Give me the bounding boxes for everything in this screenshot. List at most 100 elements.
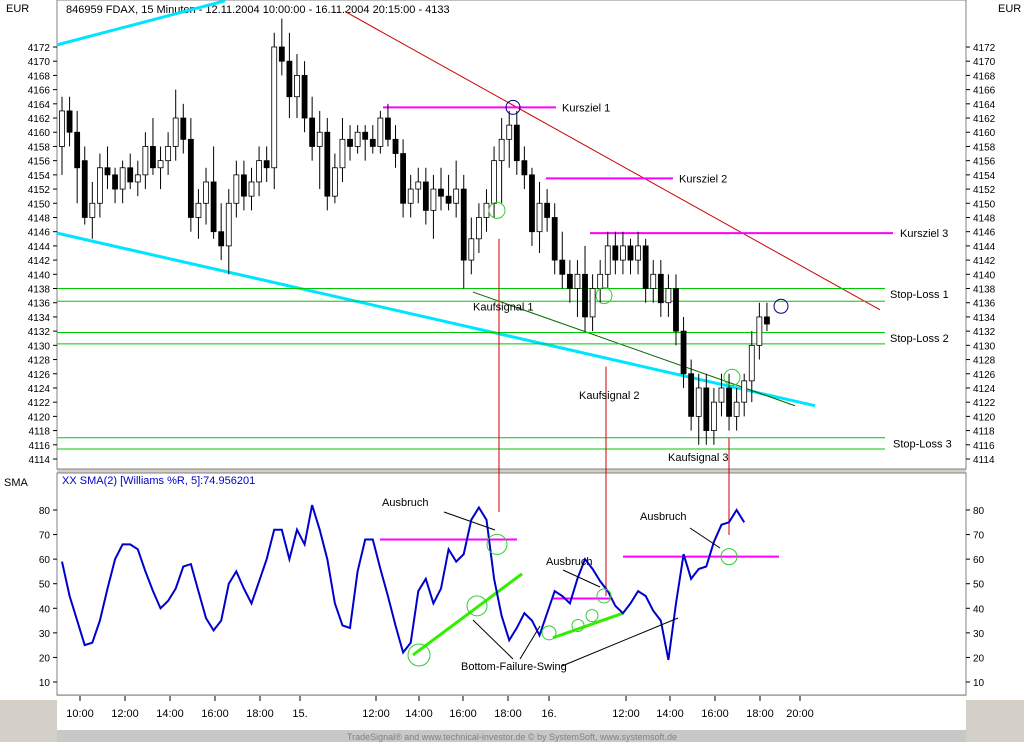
x-tick-label: 16:00	[449, 708, 477, 720]
indicator-signal-circle	[407, 643, 431, 667]
y-tick-label-right: 4152	[973, 185, 996, 196]
candle-body	[718, 387, 725, 403]
signal-circle	[595, 287, 613, 305]
right-axis-strip	[966, 0, 1024, 700]
candle-body	[438, 188, 444, 197]
y-tick-label-right: 4132	[973, 327, 996, 338]
left-axis-strip	[0, 0, 57, 700]
x-tick-label: 16.	[541, 708, 556, 720]
candle-body	[66, 110, 73, 133]
candle-body	[377, 117, 384, 147]
candle-body	[172, 117, 179, 147]
support-trendline-2	[552, 611, 624, 640]
y-tick-label-left: 4154	[28, 171, 51, 182]
y-tick-label-left: 4170	[28, 57, 51, 68]
candle-body	[203, 181, 209, 204]
y-tick-label-right: 4138	[973, 285, 996, 296]
candle-body	[627, 245, 634, 261]
x-tick-label: 15.	[292, 708, 307, 720]
candle-body	[657, 273, 664, 304]
x-tick-label: 20:00	[786, 708, 814, 720]
candle-body	[445, 195, 452, 204]
y-tick-label-right: 4118	[973, 427, 995, 438]
candle-body	[748, 344, 755, 382]
ind-y-tick-label-left: 40	[39, 604, 51, 615]
y-tick-label-right: 4126	[973, 370, 996, 381]
red-resistance-trendline	[344, 11, 881, 311]
signal-circle	[723, 368, 741, 386]
candle-body	[316, 131, 323, 147]
candle-body	[733, 401, 740, 417]
y-tick-label-left: 4152	[28, 185, 51, 196]
candle-body	[650, 273, 657, 289]
y-tick-label-left: 4144	[28, 242, 51, 253]
indicator-annotation-label: Ausbruch	[382, 497, 428, 509]
candle-body	[339, 138, 346, 169]
y-tick-label-right: 4156	[973, 157, 996, 168]
candle-body	[491, 160, 497, 204]
y-tick-label-right: 4158	[973, 142, 996, 153]
candle-body	[278, 46, 285, 62]
y-tick-label-left: 4124	[28, 384, 51, 395]
candle-body	[97, 167, 103, 204]
indicator-signal-circle	[585, 609, 599, 623]
candle-body	[764, 316, 770, 325]
y-tick-label-right: 4114	[973, 455, 995, 466]
price-annotation-label: Kursziel 2	[679, 173, 727, 185]
resistance-circle	[505, 99, 521, 115]
candle-body	[400, 153, 407, 204]
candle-body	[574, 273, 581, 289]
indicator-signal-circle	[720, 548, 738, 566]
footer-copyright: TradeSignal® and www.technical-investor.…	[347, 732, 677, 742]
candle-body	[263, 160, 270, 169]
candle-body	[301, 75, 308, 119]
price-annotation-label: Kursziel 1	[562, 102, 610, 114]
y-tick-label-left: 4146	[28, 228, 51, 239]
x-tick-label: 10:00	[66, 708, 94, 720]
candle-body	[506, 124, 513, 140]
ind-y-tick-label-right: 80	[973, 506, 985, 517]
indicator-signal-circle	[466, 595, 488, 617]
candle-body	[248, 181, 255, 197]
williams-r-sma-line	[61, 504, 746, 661]
price-annotation-label: Kaufsignal 1	[473, 301, 534, 313]
y-tick-label-left: 4134	[28, 313, 51, 324]
y-tick-label-right: 4116	[973, 441, 995, 452]
ind-y-tick-label-right: 50	[973, 580, 985, 591]
candle-body	[741, 380, 748, 403]
candle-body	[460, 188, 467, 261]
candle-body	[688, 373, 695, 417]
candle-body	[309, 117, 316, 147]
candle-body	[620, 245, 626, 261]
candle-body	[59, 110, 65, 147]
candle-body	[756, 316, 763, 346]
indicator-annotation-label: Ausbruch	[640, 511, 686, 523]
candle-body	[127, 167, 134, 183]
candle-body	[551, 217, 558, 261]
y-tick-label-right: 4146	[973, 228, 996, 239]
candle-body	[74, 131, 81, 169]
price-panel[interactable]	[56, 0, 967, 470]
ind-y-tick-label-left: 10	[39, 678, 51, 689]
y-tick-label-left: 4142	[28, 256, 51, 267]
candle-body	[680, 330, 687, 375]
indicator-signal-circle	[541, 625, 557, 641]
candle-body	[324, 131, 331, 197]
y-tick-label-left: 4140	[28, 270, 51, 281]
y-tick-label-left: 4114	[28, 455, 50, 466]
currency-left: EUR	[6, 3, 29, 15]
y-tick-label-right: 4148	[973, 213, 996, 224]
candle-body	[256, 160, 262, 183]
y-tick-label-right: 4162	[973, 114, 996, 125]
candle-body	[142, 146, 149, 176]
y-tick-label-right: 4130	[973, 341, 996, 352]
ind-y-tick-label-left: 30	[39, 629, 51, 640]
y-tick-label-left: 4138	[28, 285, 51, 296]
candle-body	[589, 288, 596, 318]
footer-bar	[57, 730, 966, 742]
annotation-pointer	[689, 527, 721, 549]
currency-right: EUR	[998, 3, 1021, 15]
candle-body	[710, 401, 717, 431]
y-tick-label-right: 4136	[973, 299, 996, 310]
candle-body	[150, 146, 156, 169]
